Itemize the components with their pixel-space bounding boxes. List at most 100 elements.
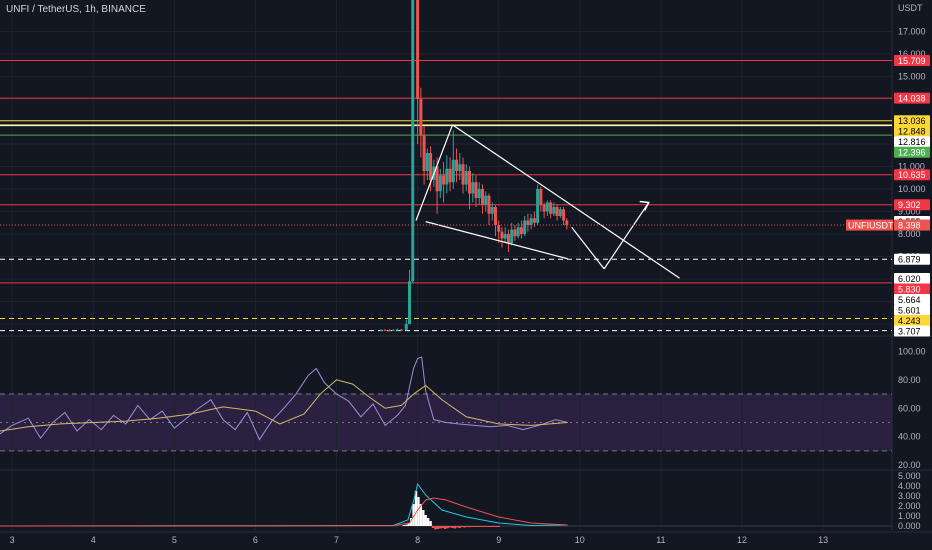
hist-bar — [497, 526, 500, 527]
hist-bar — [434, 526, 437, 530]
candle-body — [404, 324, 408, 330]
candle-body — [484, 195, 488, 205]
hist-bar — [412, 504, 415, 526]
candle-body — [545, 202, 549, 212]
rsi-tick-label: 100.00 — [898, 346, 926, 356]
hist-bar — [487, 526, 491, 527]
candle-body — [558, 209, 562, 216]
candle-body — [532, 218, 536, 223]
price-level-badge — [894, 146, 930, 158]
hist-bar — [490, 526, 493, 527]
candle-body — [490, 207, 494, 214]
candle-body — [513, 229, 517, 237]
chart-title: UNFI / TetherUS, 1h, BINANCE — [6, 4, 146, 15]
candle-body — [448, 168, 452, 183]
price-level-label: 5.664 — [898, 295, 921, 305]
x-tick-label: 7 — [334, 535, 339, 545]
candle-body — [497, 225, 501, 232]
candle-body — [468, 171, 472, 194]
price-level-label: 6.879 — [898, 255, 921, 265]
candle-body — [510, 229, 514, 243]
rsi-tick-label: 20.00 — [898, 460, 921, 470]
hist-bar — [407, 523, 410, 526]
hist-bar — [419, 504, 423, 526]
price-level-badge — [894, 199, 930, 211]
price-level-badge — [894, 304, 930, 316]
hist-bar — [482, 526, 486, 527]
hist-bar — [475, 526, 479, 527]
candle-body — [471, 182, 475, 194]
candle-body — [474, 182, 478, 198]
hist-bar — [443, 526, 447, 529]
current-symbol-badge — [846, 219, 893, 231]
current-price-badge — [894, 219, 930, 231]
hist-bar — [456, 526, 459, 528]
rsi-tick-label: 40.00 — [898, 432, 921, 442]
hist-bar — [405, 524, 408, 526]
candle-body — [422, 135, 426, 171]
hist-tick-label: 2.000 — [898, 501, 921, 511]
price-level-badge — [894, 294, 930, 306]
hist-bar — [495, 526, 498, 527]
price-level-badge — [894, 92, 930, 104]
trendline — [452, 124, 680, 279]
current-symbol-label: UNFIUSDT — [848, 220, 894, 230]
candle-body — [464, 171, 468, 185]
candle-body — [477, 189, 481, 198]
x-tick-label: 5 — [172, 535, 177, 545]
price-level-label: 15.709 — [898, 56, 926, 66]
candle-body — [562, 209, 566, 221]
hist-bar — [436, 526, 440, 529]
y-tick-label: 15.000 — [898, 72, 926, 82]
candle-body — [416, 0, 420, 99]
y-tick-label: 10.000 — [898, 184, 926, 194]
candle-body — [445, 168, 449, 185]
trendline — [425, 221, 568, 260]
candle-body — [480, 189, 484, 205]
price-level-label: 9.302 — [898, 200, 921, 210]
hist-bar — [461, 526, 464, 527]
hist-bar — [485, 526, 488, 527]
trendline — [415, 124, 454, 221]
candle-body — [536, 189, 540, 223]
price-level-label: 12.816 — [898, 137, 926, 147]
hist-bar — [402, 525, 406, 526]
arrow-head — [639, 200, 650, 211]
price-level-badge — [894, 325, 930, 337]
price-level-label: 12.848 — [898, 126, 926, 136]
hist-bar — [431, 526, 435, 528]
hist-tick-label: 0.000 — [898, 521, 921, 531]
x-tick-label: 8 — [415, 535, 420, 545]
price-level-label: 13.036 — [898, 116, 926, 126]
candle-body — [565, 220, 569, 225]
hist-bar — [451, 526, 454, 528]
hist-tick-label: 3.000 — [898, 491, 921, 501]
hist-bar — [473, 526, 476, 527]
price-level-badge — [894, 315, 930, 327]
price-level-badge — [894, 283, 930, 295]
x-tick-label: 11 — [656, 535, 665, 545]
candle-body — [387, 330, 391, 332]
hist-bar — [492, 526, 496, 527]
candle-body — [487, 195, 491, 214]
hist-bar — [446, 526, 449, 529]
candle-body — [391, 330, 395, 332]
candle-body — [523, 220, 527, 234]
y-tick-label: 8.000 — [898, 229, 921, 239]
hist-bar — [448, 526, 452, 528]
price-level-badge — [894, 125, 930, 137]
x-tick-label: 6 — [253, 535, 258, 545]
hist-tick-label: 5.000 — [898, 471, 921, 481]
candle-body — [451, 159, 455, 183]
price-level-badge — [894, 115, 930, 127]
candle-body — [425, 153, 429, 171]
price-level-label: 3.707 — [898, 326, 921, 336]
x-tick-label: 13 — [818, 535, 828, 545]
candle-body — [493, 207, 497, 225]
hist-bar — [439, 526, 442, 529]
x-tick-label: 3 — [10, 535, 15, 545]
price-level-label: 5.830 — [898, 284, 921, 294]
hist-bar — [478, 526, 481, 527]
